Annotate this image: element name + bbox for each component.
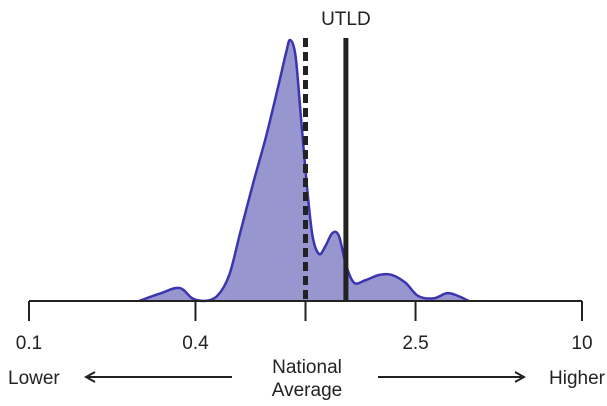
lower-label: Lower: [8, 368, 60, 389]
x-tick-label: 10: [571, 333, 592, 354]
utld-label: UTLD: [321, 9, 371, 30]
national-average-label-line2: Average: [272, 380, 342, 401]
reference-lines: [303, 38, 349, 301]
x-tick-label: 2.5: [402, 333, 428, 354]
x-tick-label: 0.1: [16, 333, 42, 354]
x-tick-label: 0.4: [182, 333, 209, 354]
national-average-label-line1: National: [272, 357, 342, 378]
density-curve: [138, 38, 470, 303]
higher-label: Higher: [549, 368, 606, 389]
x-axis: 0.1 0.4 2.5 10: [16, 300, 593, 354]
